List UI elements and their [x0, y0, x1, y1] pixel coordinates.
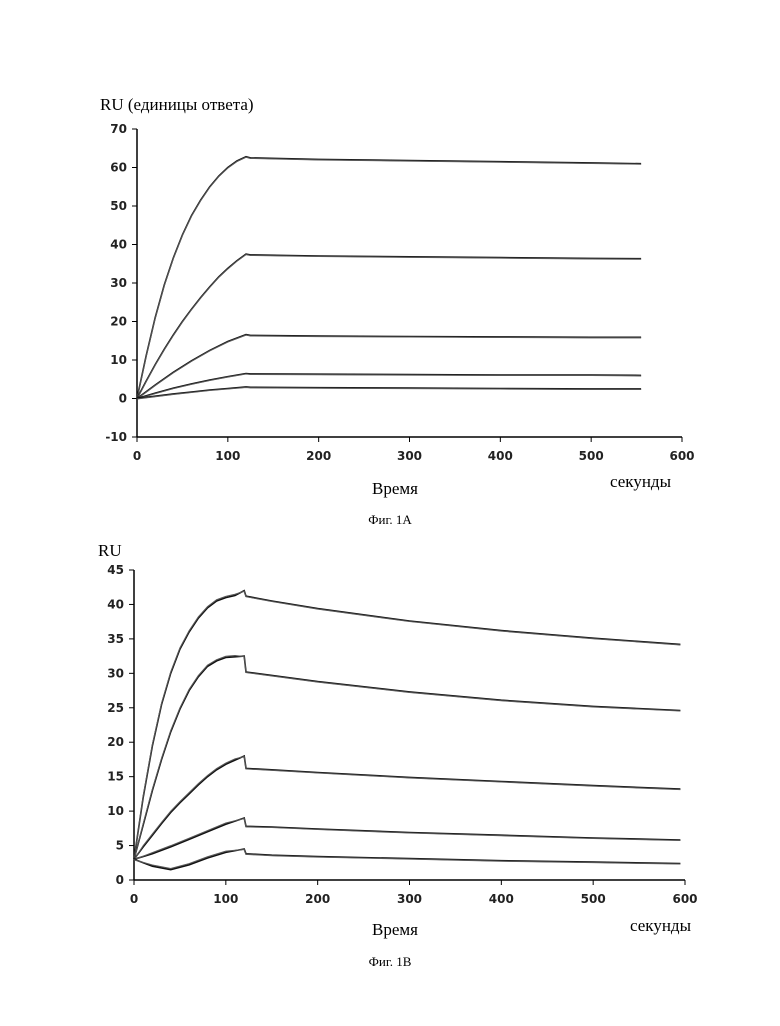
y-tick-label: 20: [107, 735, 124, 749]
x-tick-label: 100: [213, 892, 238, 906]
y-tick-label: 15: [107, 770, 124, 784]
y-tick-label: 20: [110, 315, 127, 329]
series-line-4: [137, 374, 641, 399]
chart-a-ylabel: RU (единицы ответа): [100, 95, 254, 114]
y-tick-label: 25: [107, 701, 124, 715]
series-line-1: [137, 157, 641, 399]
chart-b-ylabel: RU: [98, 541, 122, 560]
y-tick-label: 5: [116, 839, 124, 853]
x-tick-label: 200: [305, 892, 330, 906]
y-tick-label: 30: [107, 666, 124, 680]
y-tick-label: 0: [119, 392, 127, 406]
y-tick-label: 70: [110, 122, 127, 136]
y-tick-label: 10: [110, 353, 127, 367]
y-tick-label: 30: [110, 276, 127, 290]
series-fit-line-2: [134, 656, 680, 860]
series-line-3: [134, 756, 680, 859]
x-tick-label: 200: [306, 449, 331, 463]
y-tick-label: 35: [107, 632, 124, 646]
chart-b-xunit: секунды: [630, 916, 692, 935]
x-tick-label: 300: [397, 892, 422, 906]
series-fit-line-2: [137, 255, 641, 399]
x-tick-label: 500: [581, 892, 606, 906]
chart-b-axes: 0 5 10 15 20 25 30 35 40 45 0 100 200 300 400 500 600: [107, 563, 697, 906]
chart-b-xlabel: Время: [372, 920, 418, 939]
series-fit-line-4: [134, 819, 680, 860]
series-fit-line-3: [134, 757, 680, 860]
x-tick-label: 600: [672, 892, 697, 906]
x-tick-label: 0: [130, 892, 138, 906]
y-tick-label: 40: [107, 597, 124, 611]
series-fit-line-5: [134, 850, 680, 869]
y-tick-label: 10: [107, 804, 124, 818]
series-line-1: [134, 591, 680, 860]
x-tick-label: 500: [579, 449, 604, 463]
y-tick-label: 45: [107, 563, 124, 577]
series-line-2: [137, 254, 641, 398]
y-tick-label: 40: [110, 238, 127, 252]
figure-caption-1a: Фиг. 1А: [368, 512, 412, 527]
series-fit-line-4: [137, 374, 641, 399]
series-fit-line-1: [137, 157, 641, 399]
y-tick-label: 60: [110, 161, 127, 175]
y-tick-label: 50: [110, 199, 127, 213]
figure-caption-1b: Фиг. 1В: [369, 954, 412, 969]
x-tick-label: 300: [397, 449, 422, 463]
chart-a-series: [137, 157, 641, 399]
x-tick-label: 0: [133, 449, 141, 463]
y-tick-label: -10: [105, 430, 127, 444]
chart-a-axes: -10 0 10 20 30 40 50 60 70 0 100 200 300 400 500 600: [105, 122, 694, 463]
x-tick-label: 400: [489, 892, 514, 906]
series-fit-line-1: [134, 591, 680, 860]
y-tick-label: 0: [116, 873, 124, 887]
chart-a-xunit: секунды: [610, 472, 672, 491]
x-tick-label: 100: [215, 449, 240, 463]
chart-a-xlabel: Время: [372, 479, 418, 498]
x-tick-label: 400: [488, 449, 513, 463]
chart-b-series: [134, 591, 680, 870]
x-tick-label: 600: [669, 449, 694, 463]
